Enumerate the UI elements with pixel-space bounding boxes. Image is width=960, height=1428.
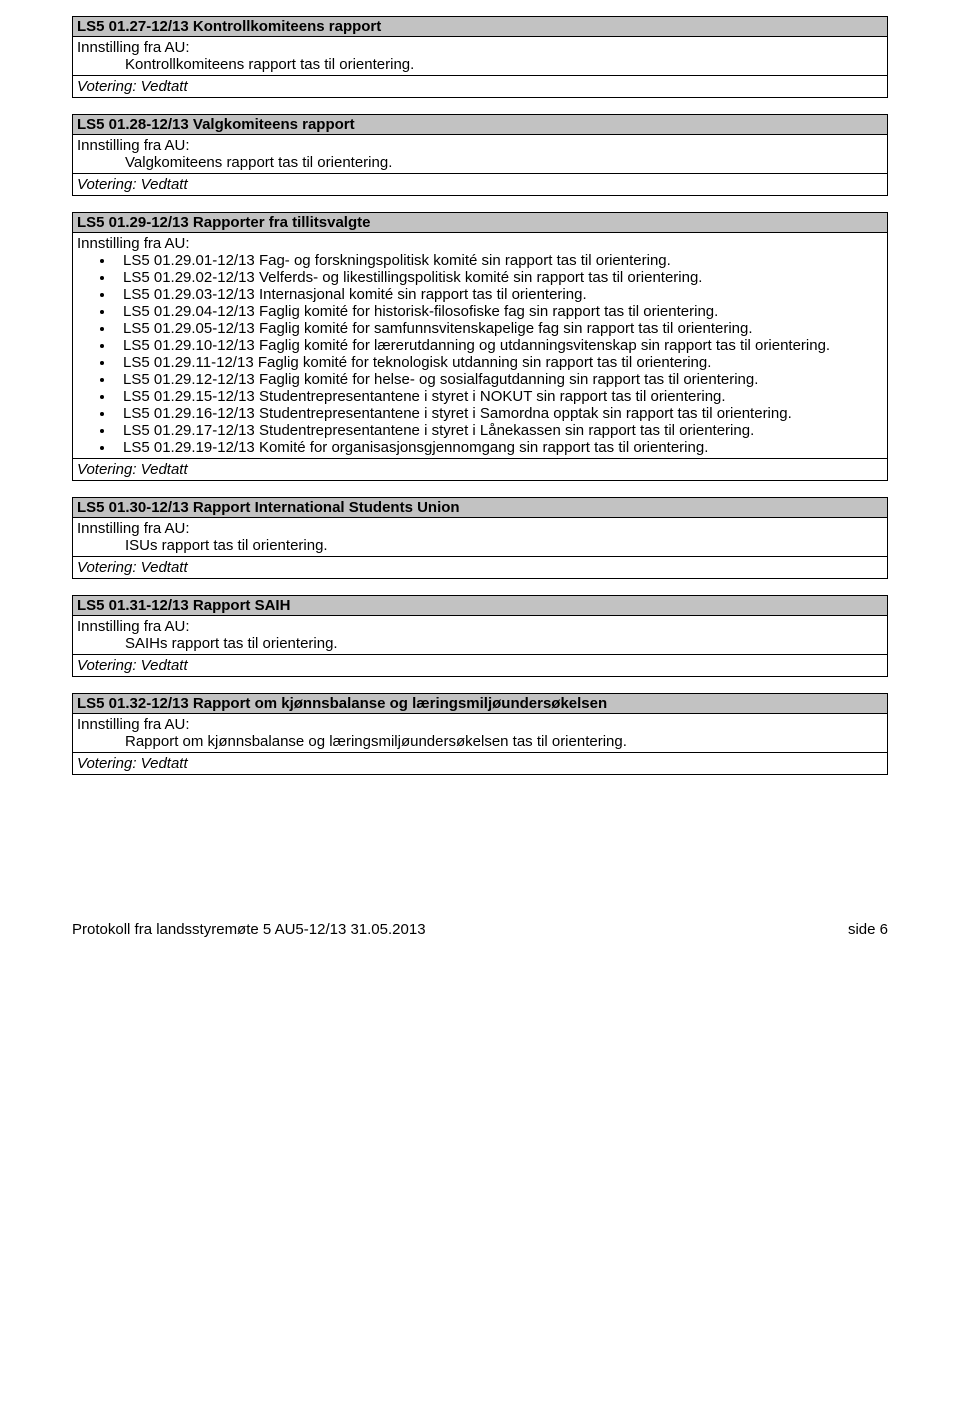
- section-3-votering: Votering: Vedtatt: [73, 459, 887, 480]
- section-1-body: Innstilling fra AU: Kontrollkomiteens ra…: [73, 37, 887, 76]
- section-2-indented: Valgkomiteens rapport tas til orienterin…: [77, 154, 883, 171]
- section-1-votering: Votering: Vedtatt: [73, 76, 887, 97]
- list-item: LS5 01.29.03-12/13 Internasjonal komité …: [115, 286, 883, 303]
- section-4: LS5 01.30-12/13 Rapport International St…: [72, 497, 888, 579]
- section-4-instilling: Innstilling fra AU:: [77, 520, 883, 537]
- section-6-votering: Votering: Vedtatt: [73, 753, 887, 774]
- section-5: LS5 01.31-12/13 Rapport SAIH Innstilling…: [72, 595, 888, 677]
- section-6-instilling: Innstilling fra AU:: [77, 716, 883, 733]
- section-4-header: LS5 01.30-12/13 Rapport International St…: [73, 498, 887, 518]
- page: LS5 01.27-12/13 Kontrollkomiteens rappor…: [0, 0, 960, 831]
- section-2: LS5 01.28-12/13 Valgkomiteens rapport In…: [72, 114, 888, 196]
- section-5-votering: Votering: Vedtatt: [73, 655, 887, 676]
- section-4-body: Innstilling fra AU: ISUs rapport tas til…: [73, 518, 887, 557]
- section-6-body: Innstilling fra AU: Rapport om kjønnsbal…: [73, 714, 887, 753]
- section-4-votering: Votering: Vedtatt: [73, 557, 887, 578]
- list-item: LS5 01.29.01-12/13 Fag- og forskningspol…: [115, 252, 883, 269]
- list-item: LS5 01.29.04-12/13 Faglig komité for his…: [115, 303, 883, 320]
- section-5-body: Innstilling fra AU: SAIHs rapport tas ti…: [73, 616, 887, 655]
- section-4-indented: ISUs rapport tas til orientering.: [77, 537, 883, 554]
- section-2-header: LS5 01.28-12/13 Valgkomiteens rapport: [73, 115, 887, 135]
- section-6-header: LS5 01.32-12/13 Rapport om kjønnsbalanse…: [73, 694, 887, 714]
- footer-line: Protokoll fra landsstyremøte 5 AU5-12/13…: [72, 921, 888, 938]
- section-3-bullets: LS5 01.29.01-12/13 Fag- og forskningspol…: [77, 252, 883, 456]
- section-5-instilling: Innstilling fra AU:: [77, 618, 883, 635]
- section-3-instilling: Innstilling fra AU:: [77, 235, 883, 252]
- footer: Protokoll fra landsstyremøte 5 AU5-12/13…: [0, 831, 960, 938]
- section-3-body: Innstilling fra AU: LS5 01.29.01-12/13 F…: [73, 233, 887, 459]
- section-1-instilling: Innstilling fra AU:: [77, 39, 883, 56]
- section-2-body: Innstilling fra AU: Valgkomiteens rappor…: [73, 135, 887, 174]
- section-2-instilling: Innstilling fra AU:: [77, 137, 883, 154]
- section-3: LS5 01.29-12/13 Rapporter fra tillitsval…: [72, 212, 888, 481]
- section-1-header: LS5 01.27-12/13 Kontrollkomiteens rappor…: [73, 17, 887, 37]
- footer-right: side 6: [848, 921, 888, 938]
- list-item: LS5 01.29.17-12/13 Studentrepresentanten…: [115, 422, 883, 439]
- section-3-header: LS5 01.29-12/13 Rapporter fra tillitsval…: [73, 213, 887, 233]
- section-6-indented: Rapport om kjønnsbalanse og læringsmiljø…: [77, 733, 883, 750]
- list-item: LS5 01.29.02-12/13 Velferds- og likestil…: [115, 269, 883, 286]
- list-item: LS5 01.29.05-12/13 Faglig komité for sam…: [115, 320, 883, 337]
- list-item: LS5 01.29.11-12/13 Faglig komité for tek…: [115, 354, 883, 371]
- list-item: LS5 01.29.15-12/13 Studentrepresentanten…: [115, 388, 883, 405]
- list-item: LS5 01.29.19-12/13 Komité for organisasj…: [115, 439, 883, 456]
- section-5-header: LS5 01.31-12/13 Rapport SAIH: [73, 596, 887, 616]
- list-item: LS5 01.29.16-12/13 Studentrepresentanten…: [115, 405, 883, 422]
- footer-left: Protokoll fra landsstyremøte 5 AU5-12/13…: [72, 921, 426, 938]
- section-1: LS5 01.27-12/13 Kontrollkomiteens rappor…: [72, 16, 888, 98]
- section-2-votering: Votering: Vedtatt: [73, 174, 887, 195]
- section-1-indented: Kontrollkomiteens rapport tas til orient…: [77, 56, 883, 73]
- list-item: LS5 01.29.12-12/13 Faglig komité for hel…: [115, 371, 883, 388]
- section-5-indented: SAIHs rapport tas til orientering.: [77, 635, 883, 652]
- section-6: LS5 01.32-12/13 Rapport om kjønnsbalanse…: [72, 693, 888, 775]
- list-item: LS5 01.29.10-12/13 Faglig komité for lær…: [115, 337, 883, 354]
